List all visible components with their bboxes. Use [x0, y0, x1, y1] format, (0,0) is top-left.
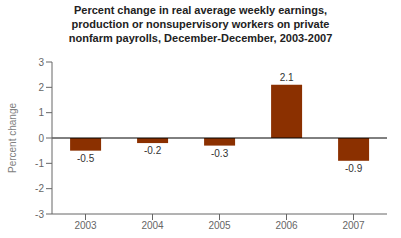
- svg-text:-2: -2: [35, 183, 44, 194]
- svg-text:2: 2: [38, 82, 44, 93]
- svg-text:3: 3: [38, 57, 44, 68]
- svg-text:2005: 2005: [208, 220, 231, 231]
- svg-text:2006: 2006: [275, 220, 298, 231]
- svg-text:2003: 2003: [74, 220, 97, 231]
- svg-text:2.1: 2.1: [280, 72, 294, 83]
- svg-text:0: 0: [38, 133, 44, 144]
- svg-text:-0.3: -0.3: [211, 148, 229, 159]
- svg-text:-3: -3: [35, 209, 44, 220]
- html-text:production or nonsupervisory w: production or nonsupervisory workers on …: [71, 18, 330, 30]
- svg-text:1: 1: [38, 107, 44, 118]
- svg-text:-1: -1: [35, 158, 44, 169]
- svg-text:Percent change: Percent change: [8, 103, 18, 173]
- html-text:Percent change in real average: Percent change in real average weekly ea…: [73, 4, 328, 16]
- svg-text:2007: 2007: [342, 220, 365, 231]
- svg-text:-0.2: -0.2: [144, 145, 162, 156]
- html-text:nonfarm payrolls, December-Dec: nonfarm payrolls, December-December, 200…: [68, 32, 333, 44]
- svg-text:-0.5: -0.5: [77, 153, 95, 164]
- svg-text:2004: 2004: [141, 220, 164, 231]
- svg-text:-0.9: -0.9: [345, 163, 363, 174]
